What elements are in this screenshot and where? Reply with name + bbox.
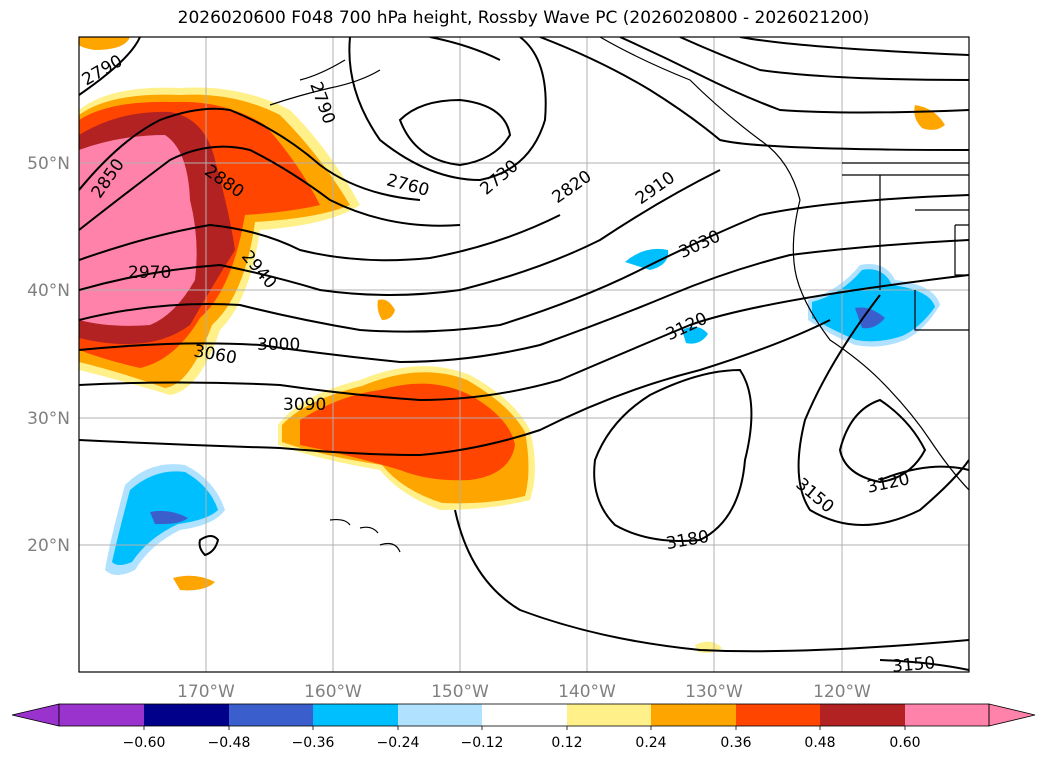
lon-label-160w: 160°W [304,682,362,702]
colorbar-bin [820,704,905,726]
lat-label-50n: 50°N [27,154,70,174]
colorbar-tick: −0.12 [461,735,504,751]
lon-label-140w: 140°W [558,682,616,702]
positive-anomaly-corner [79,37,130,50]
lon-label-130w: 130°W [685,682,743,702]
colorbar-bin [482,704,567,726]
colorbar-tick: 0.12 [551,735,582,751]
colorbar-tick: 0.24 [635,735,666,751]
lat-label-40n: 40°N [27,281,70,301]
contour-label-3090: 3090 [283,395,326,415]
colorbar-bin [144,704,229,726]
lon-label-170w: 170°W [177,682,235,702]
colorbar-tick: 0.48 [804,735,835,751]
map-title: 2026020600 F048 700 hPa height, Rossby W… [177,8,870,28]
colorbar-bin [905,704,989,726]
plot-frame [78,36,970,673]
colorbar-tick: −0.48 [208,735,251,751]
colorbar-tick: −0.60 [123,735,166,751]
lon-label-120w: 120°W [813,682,871,702]
lat-label-20n: 20°N [27,536,70,556]
colorbar-bin [651,704,736,726]
contour-label-2970: 2970 [128,263,171,283]
colorbar-tick: 0.60 [889,735,920,751]
colorbar-max-extend [988,703,1036,727]
lat-label-30n: 30°N [27,409,70,429]
colorbar-bin [313,704,398,726]
colorbar-bin [229,704,313,726]
contour-label-3150-b: 3150 [891,653,936,677]
longitude-labels: 170°W 160°W 150°W 140°W 130°W 120°W [177,682,871,702]
colorbar-min-extend [11,703,60,727]
negative-anomaly-hawaii-west [105,464,225,575]
colorbar-bin [59,704,144,726]
colorbar-tick: −0.24 [377,735,420,751]
colorbar-bin [736,704,820,726]
colorbar-bin [567,704,651,726]
latitude-labels: 50°N 40°N 30°N 20°N [27,154,70,556]
negative-anomaly-california [808,264,940,347]
colorbar-bin [398,704,482,726]
colorbar-tick: −0.36 [292,735,335,751]
height-contours [79,37,969,671]
positive-anomaly-central [278,366,535,510]
lon-label-150w: 150°W [431,682,489,702]
coastlines [269,37,969,553]
colorbar-tick: 0.36 [720,735,751,751]
plot-area: 2790 2850 2880 2970 2940 3000 3060 3090 … [79,37,969,677]
positive-anomaly-nw [79,87,360,395]
colorbar: −0.60 −0.48 −0.36 −0.24 −0.12 0.12 0.24 … [11,703,1036,751]
contour-label-3000: 3000 [257,335,300,355]
